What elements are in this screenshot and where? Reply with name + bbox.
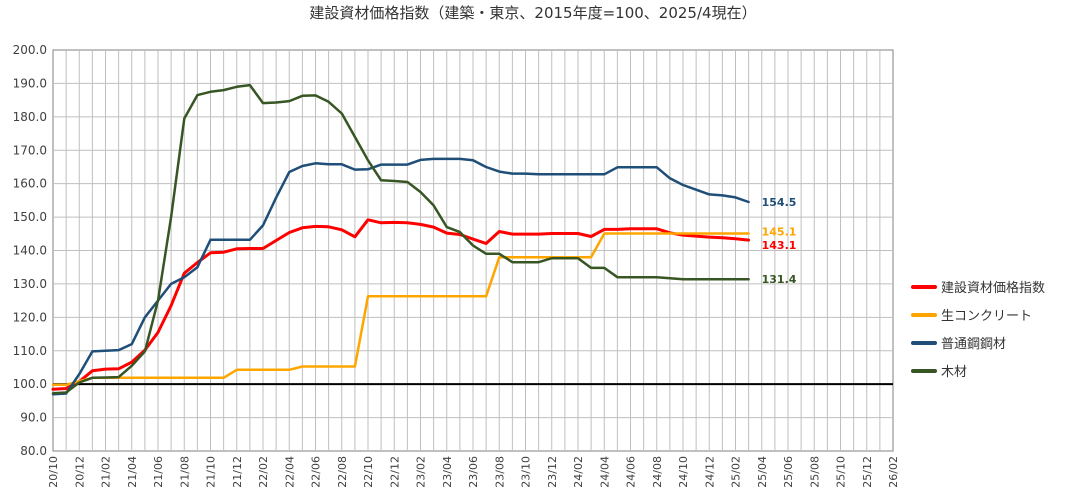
x-tick-label: 22/06 <box>310 456 323 488</box>
x-tick-label: 24/02 <box>572 456 585 488</box>
y-tick-label: 130.0 <box>13 277 47 291</box>
y-tick-label: 150.0 <box>13 210 47 224</box>
x-tick-label: 23/02 <box>415 456 428 488</box>
x-tick-label: 25/06 <box>782 456 795 488</box>
x-tick-label: 23/12 <box>546 456 559 488</box>
y-tick-label: 170.0 <box>13 143 47 157</box>
y-tick-label: 110.0 <box>13 344 47 358</box>
x-tick-label: 24/06 <box>625 456 638 488</box>
y-tick-label: 190.0 <box>13 76 47 90</box>
x-tick-label: 22/12 <box>388 456 401 488</box>
x-tick-label: 21/06 <box>152 456 165 488</box>
x-tick-label: 24/10 <box>677 456 690 488</box>
chart-title: 建設資材価格指数（建築・東京、2015年度=100、2025/4現在） <box>309 4 756 22</box>
series-end-label: 145.1 <box>762 225 797 238</box>
x-tick-label: 22/02 <box>257 456 270 488</box>
x-tick-label: 20/10 <box>47 456 60 488</box>
x-tick-label: 26/02 <box>887 456 900 488</box>
legend-label: 建設資材価格指数 <box>941 280 1045 296</box>
legend-label: 生コンクリート <box>941 309 1032 324</box>
y-tick-label: 80.0 <box>20 444 47 458</box>
x-tick-label: 23/10 <box>520 456 533 488</box>
x-tick-label: 25/10 <box>835 456 848 488</box>
x-tick-label: 25/12 <box>861 456 874 488</box>
legend-label: 木材 <box>941 365 967 380</box>
series-end-label: 143.1 <box>762 239 797 252</box>
series-line-4 <box>51 83 750 395</box>
x-tick-label: 21/10 <box>205 456 218 488</box>
x-tick-label: 25/08 <box>808 456 821 488</box>
x-tick-label: 22/10 <box>362 456 375 488</box>
x-tick-label: 25/04 <box>756 456 769 488</box>
series-line-2 <box>51 232 750 387</box>
series-end-label: 131.4 <box>762 273 797 286</box>
x-tick-label: 24/12 <box>703 456 716 488</box>
x-tick-label: 24/08 <box>651 456 664 488</box>
x-tick-label: 21/02 <box>100 456 113 488</box>
legend-label: 普通鋼鋼材 <box>941 337 1006 352</box>
x-tick-label: 21/08 <box>178 456 191 488</box>
x-tick-label: 23/04 <box>441 456 454 488</box>
series-line-1 <box>51 218 751 391</box>
y-tick-label: 160.0 <box>13 177 47 191</box>
y-tick-label: 140.0 <box>13 244 47 258</box>
x-tick-label: 22/08 <box>336 456 349 488</box>
x-tick-label: 21/04 <box>126 456 139 488</box>
x-tick-label: 21/12 <box>231 456 244 488</box>
plot-area: 80.0 90.0 100.0 110.0 120.0 130.0 140.0 150.0 16… <box>13 43 900 488</box>
series-end-label: 154.5 <box>762 196 797 209</box>
x-tick-label: 25/02 <box>730 456 743 488</box>
y-tick-label: 120.0 <box>13 310 47 324</box>
y-tick-label: 100.0 <box>13 377 47 391</box>
x-tick-label: 20/12 <box>73 456 86 488</box>
x-tick-label: 23/08 <box>493 456 506 488</box>
y-tick-label: 200.0 <box>13 43 47 57</box>
x-tick-label: 23/06 <box>467 456 480 488</box>
y-tick-label: 180.0 <box>13 110 47 124</box>
x-tick-label: 24/04 <box>598 456 611 488</box>
series-line-3 <box>51 157 750 396</box>
x-tick-label: 22/04 <box>283 456 296 488</box>
y-tick-label: 90.0 <box>20 411 47 425</box>
